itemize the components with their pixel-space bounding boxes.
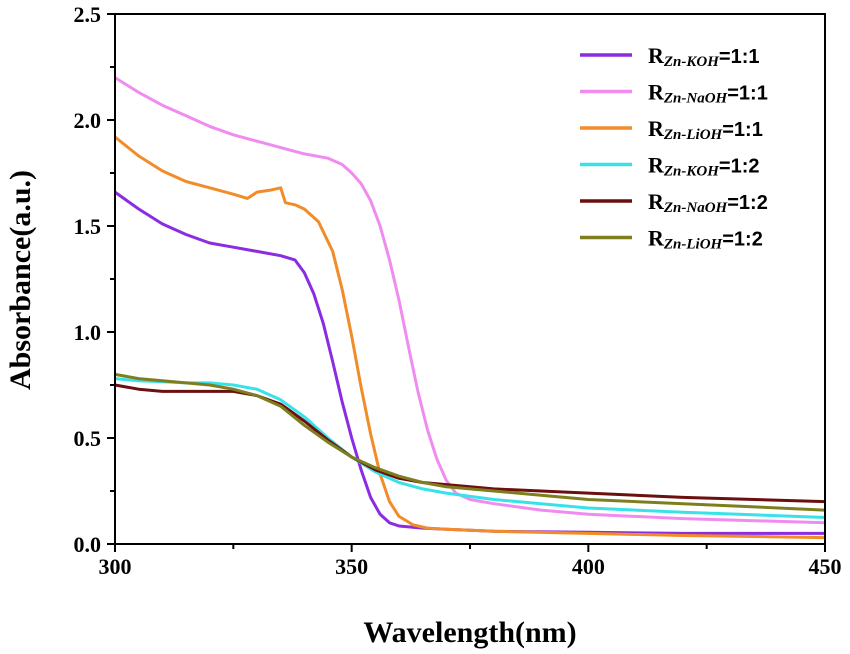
legend-label-3: RZn-LiOH=1:1: [648, 116, 763, 143]
series-line-5: [114, 383, 826, 504]
x-axis-title: Wavelength(nm): [363, 616, 576, 649]
series-line-2: [114, 76, 826, 525]
legend-label-1: RZn-KOH=1:1: [648, 43, 760, 70]
x-tick-label: 300: [99, 554, 132, 579]
legend-label-4: RZn-KOH=1:2: [648, 153, 760, 180]
y-tick-label: 2.0: [74, 108, 102, 133]
y-tick-label: 1.0: [74, 320, 102, 345]
x-tick-label: 450: [809, 554, 842, 579]
legend: RZn-KOH=1:1 RZn-NaOH=1:1 RZn-LiOH=1:1 RZn-K…: [580, 43, 768, 253]
series-line-4: [114, 377, 826, 519]
x-tick-label: 400: [572, 554, 605, 579]
y-tick-label: 2.5: [74, 2, 102, 27]
tick-labels: 300 350 400 450 0.0 0.5 1.0 1.5 2.0 2.5: [74, 2, 842, 579]
legend-label-2: RZn-NaOH=1:1: [648, 80, 768, 107]
y-tick-label: 0.0: [74, 532, 102, 557]
y-tick-label: 1.5: [74, 214, 102, 239]
axis-ticks: [107, 13, 826, 552]
y-axis-title: Absorbance(a.u.): [4, 170, 37, 390]
series-line-6: [114, 372, 826, 512]
legend-label-5: RZn-NaOH=1:2: [648, 189, 768, 216]
x-tick-label: 350: [335, 554, 368, 579]
legend-label-6: RZn-LiOH=1:2: [648, 226, 763, 253]
series-line-3: [114, 135, 826, 540]
y-tick-label: 0.5: [74, 426, 102, 451]
plot-lines: [114, 76, 826, 540]
